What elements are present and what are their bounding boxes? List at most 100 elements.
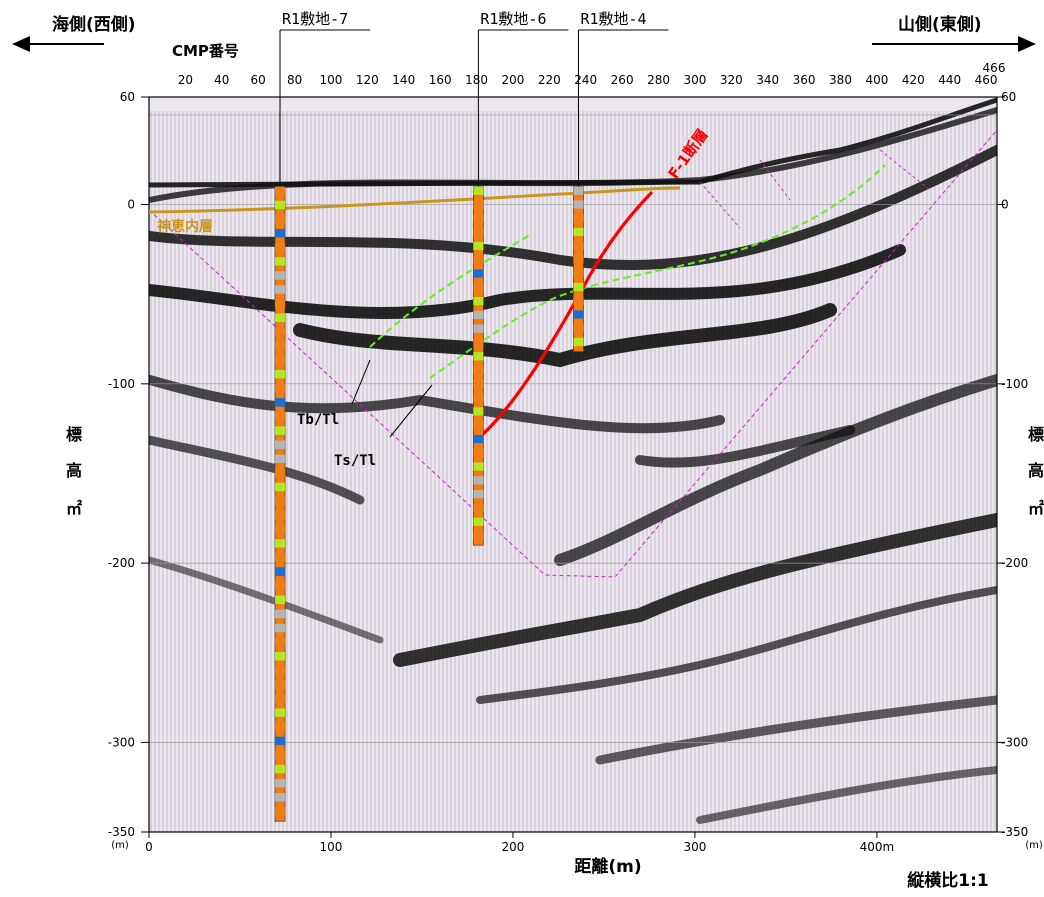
right-arrow-icon (1018, 36, 1036, 52)
cmp-tick-label: 420 (902, 73, 925, 87)
fault-line (480, 190, 654, 437)
core-segment (473, 200, 484, 209)
svg-text:標: 標 (1028, 425, 1044, 444)
elevation-tick-label: 60 (1001, 90, 1016, 104)
distance-axis-title: 距離(m) (574, 856, 641, 877)
core-segment (473, 324, 484, 333)
core-segment (275, 327, 286, 337)
elevation-title-right: 標 高 ㎡ (1028, 425, 1044, 518)
borehole-column: R1敷地-6 (472, 10, 569, 546)
elevation-tick-label: -100 (1001, 377, 1028, 391)
cmp-tick-label: 300 (683, 73, 706, 87)
core-segment (275, 764, 286, 774)
reflector-band (696, 766, 997, 824)
cmp-tick-label: 80 (287, 73, 302, 87)
core-segment (275, 341, 286, 351)
cmp-axis-title: CMP番号 (172, 42, 239, 60)
core-segment (275, 468, 286, 478)
core-segment (275, 623, 286, 633)
left-arrow-icon (12, 36, 30, 52)
core-segment (275, 271, 286, 280)
svg-text:㎡: ㎡ (66, 499, 82, 518)
svg-text:高: 高 (66, 461, 82, 480)
cmp-tick-label: 120 (356, 73, 379, 87)
borehole-columns: R1敷地-7 R1敷地-6 R1敷地-4 (274, 10, 669, 822)
core-segment (473, 434, 484, 444)
core-segment (275, 228, 286, 238)
west-direction: 海側(西側) (12, 14, 136, 52)
cmp-tick-label: 340 (756, 73, 779, 87)
elevation-title-left: 標 高 ㎡ (66, 425, 82, 518)
core-segment (275, 369, 286, 379)
core-segment (275, 384, 286, 393)
reflector-band (149, 244, 906, 319)
core-segment (275, 482, 286, 492)
core-segment (473, 448, 484, 457)
core-segment (275, 299, 286, 308)
core-segment (473, 365, 484, 375)
elevation-unit-left: (m) (111, 840, 129, 851)
core-segment (573, 269, 584, 278)
elevation-tick-label: -300 (108, 735, 135, 749)
cmp-tick-label: 100 (320, 73, 343, 87)
distance-tick-label: 400m (860, 840, 895, 854)
core-segment (275, 567, 286, 576)
elevation-tick-label: -350 (1001, 825, 1028, 839)
borehole-label: R1敷地-6 (480, 10, 546, 28)
core-segment (275, 722, 286, 731)
elevation-tick-label: -100 (108, 377, 135, 391)
core-segment (275, 807, 286, 816)
ts-tl-label: Ts/Tl (334, 453, 376, 469)
core-segment (275, 595, 286, 605)
elevation-ticks-right: 60 0 -100 -200 -300 -350 (997, 90, 1028, 839)
cmp-tick-label: 440 (938, 73, 961, 87)
core-segment (275, 243, 286, 252)
distance-tick-label: 0 (145, 840, 153, 854)
elevation-tick-label: -300 (1001, 735, 1028, 749)
core-segment (573, 337, 584, 347)
layer-label: 神恵内層 (157, 218, 213, 235)
tb-tl-boundary (369, 234, 531, 348)
cmp-tick-label: 320 (720, 73, 743, 87)
core-segment (275, 313, 286, 323)
core-segment (473, 296, 484, 306)
core-segment (573, 324, 584, 333)
cmp-tick-label: 220 (538, 73, 561, 87)
core-segment (275, 652, 286, 661)
cmp-tick-label: 460 (975, 73, 998, 87)
core-segment (275, 186, 286, 196)
core-segment (473, 283, 484, 292)
borehole-column: R1敷地-4 (573, 10, 669, 352)
svg-text:標: 標 (66, 425, 82, 444)
core-segment (573, 296, 584, 305)
svg-text:高: 高 (1028, 461, 1044, 480)
core-segment (473, 407, 484, 416)
reflector-band (393, 513, 997, 667)
core-segment (473, 517, 484, 526)
core-segment (275, 539, 286, 548)
core-segment (573, 282, 584, 292)
reflector-band (595, 695, 997, 765)
core-segment (573, 200, 584, 209)
core-segment (275, 778, 286, 788)
core-segment (473, 421, 484, 430)
elevation-tick-label: 0 (1001, 198, 1009, 212)
core-segment (473, 338, 484, 347)
reflector-bands (149, 97, 997, 824)
reflector-band (554, 374, 997, 566)
east-direction: 山側(東側) (872, 14, 1036, 52)
elevation-tick-label: 0 (127, 198, 135, 212)
cmp-tick-label: 380 (829, 73, 852, 87)
elevation-tick-label: -350 (108, 825, 135, 839)
distance-tick-label: 300 (683, 840, 706, 854)
core-segment (275, 609, 286, 619)
core-segment (275, 510, 286, 520)
seismic-plot-area (149, 97, 997, 832)
survey-frame-line (699, 149, 931, 229)
elevation-unit-right: (m) (1025, 840, 1043, 851)
reflector-band (149, 145, 997, 271)
cmp-tick-label: 140 (392, 73, 415, 87)
cmp-tick-label: 360 (793, 73, 816, 87)
core-segment (573, 255, 584, 264)
core-segment (275, 637, 286, 647)
